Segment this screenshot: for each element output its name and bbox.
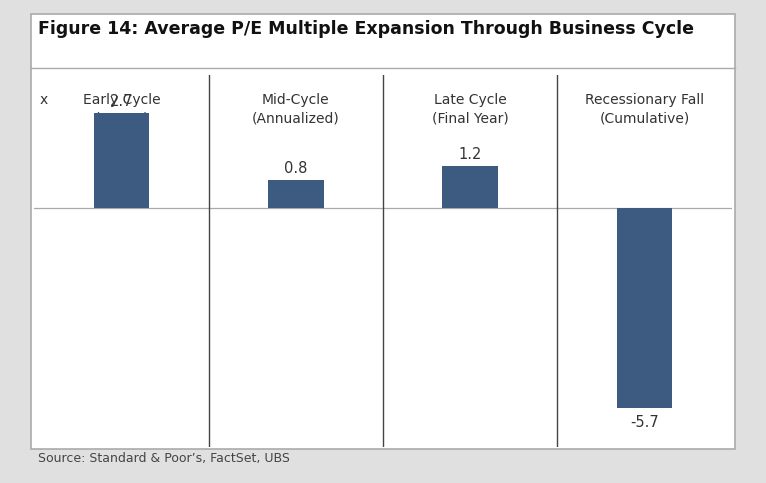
Text: Source: Standard & Poor’s, FactSet, UBS: Source: Standard & Poor’s, FactSet, UBS — [38, 452, 290, 465]
Text: x: x — [40, 94, 48, 107]
Bar — [93, 114, 149, 208]
Text: 2.7: 2.7 — [110, 94, 133, 109]
Text: 1.2: 1.2 — [458, 147, 482, 162]
Text: -5.7: -5.7 — [630, 415, 659, 430]
Bar — [268, 180, 324, 208]
Bar — [617, 208, 673, 408]
Text: Figure 14: Average P/E Multiple Expansion Through Business Cycle: Figure 14: Average P/E Multiple Expansio… — [38, 20, 694, 38]
Bar — [442, 166, 498, 208]
Text: Late Cycle
(Final Year): Late Cycle (Final Year) — [432, 94, 509, 126]
Text: Recessionary Fall
(Cumulative): Recessionary Fall (Cumulative) — [584, 94, 704, 126]
Text: Mid-Cycle
(Annualized): Mid-Cycle (Annualized) — [252, 94, 340, 126]
Text: 0.8: 0.8 — [284, 161, 308, 176]
Text: Early Cycle
(Year 1): Early Cycle (Year 1) — [83, 94, 160, 126]
